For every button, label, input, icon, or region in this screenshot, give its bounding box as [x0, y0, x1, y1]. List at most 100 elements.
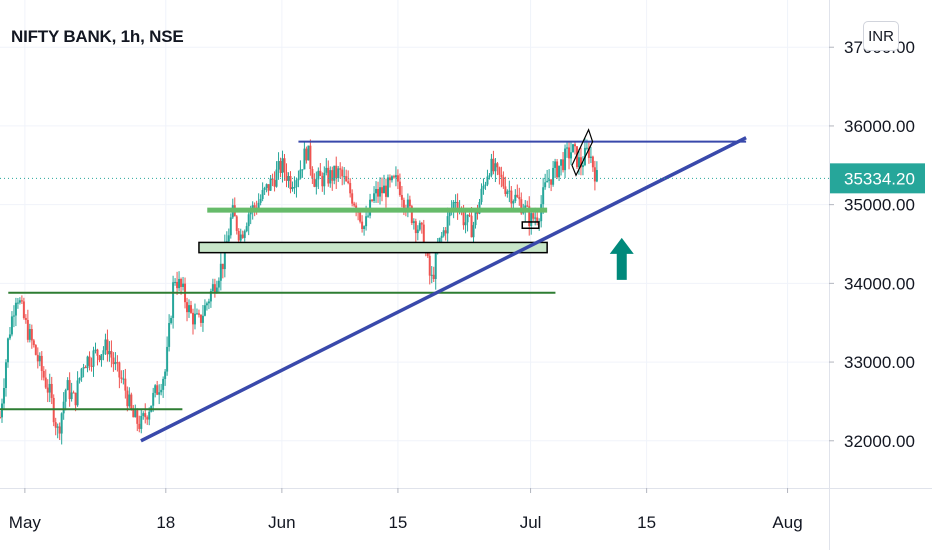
candle-body: [333, 166, 335, 181]
candle-body: [548, 179, 550, 181]
candle-body: [303, 149, 305, 170]
candle-body: [71, 392, 73, 399]
candle-body: [100, 354, 102, 360]
candle-body: [393, 176, 395, 177]
candle-body: [15, 303, 17, 316]
candle-body: [214, 284, 216, 292]
candle-body: [264, 188, 266, 190]
candle-body: [47, 388, 49, 393]
x-tick-label: Aug: [772, 513, 802, 532]
candle-body: [176, 282, 178, 288]
candle-body: [37, 355, 39, 361]
candle-body: [562, 159, 564, 170]
candle-body: [1, 404, 3, 418]
candle-body: [413, 221, 415, 223]
candle-body: [120, 377, 122, 378]
candle-body: [475, 212, 477, 225]
candle-body: [104, 339, 106, 350]
candle-body: [514, 195, 516, 201]
candle-body: [95, 350, 97, 351]
candle-body: [7, 338, 9, 362]
candle-body: [43, 371, 45, 378]
candle-body: [419, 223, 421, 230]
candle-body: [315, 179, 317, 187]
candle-body: [319, 171, 321, 176]
candle-body: [484, 185, 486, 186]
candle-body: [381, 187, 383, 193]
candle-body: [134, 410, 136, 417]
candle-body: [33, 340, 35, 345]
candle-body: [395, 175, 397, 177]
candle-body: [532, 213, 534, 219]
candle-body: [178, 279, 180, 288]
candle-body: [293, 187, 295, 188]
candle-body: [421, 223, 423, 225]
candle-body: [35, 345, 37, 355]
candle-body: [75, 393, 77, 405]
candle-body: [91, 366, 93, 367]
candle-body: [500, 175, 502, 177]
candle-body: [526, 205, 528, 206]
candle-body: [365, 216, 367, 226]
candle-body: [534, 218, 536, 219]
candle-body: [98, 356, 100, 360]
candle-body: [168, 323, 170, 347]
candle-body: [347, 181, 349, 183]
candle-body: [518, 197, 520, 199]
candle-body: [206, 303, 208, 305]
y-tick-label: 32000.00: [844, 432, 915, 451]
drawings: [0, 130, 829, 441]
candle-body: [19, 300, 21, 302]
candle-body: [152, 393, 154, 406]
candle-body: [337, 168, 339, 178]
candle-body: [204, 305, 206, 316]
candle-body: [510, 191, 512, 204]
candle-body: [441, 236, 443, 238]
candle-body: [341, 170, 343, 177]
candle-body: [274, 180, 276, 187]
candle-body: [83, 367, 85, 368]
candle-body: [329, 170, 331, 183]
candle-body: [73, 392, 75, 393]
rising-trendline: [141, 138, 746, 441]
candle-body: [108, 351, 110, 354]
candle-body: [445, 230, 447, 233]
candle-body: [3, 388, 5, 404]
candle-body: [560, 159, 562, 165]
candle-body: [488, 175, 490, 176]
candle-body: [196, 313, 198, 314]
candle-body: [335, 166, 337, 178]
candle-body: [289, 176, 291, 189]
candle-body: [106, 339, 108, 354]
candle-body: [63, 402, 65, 414]
candle-body: [158, 392, 160, 394]
candle-body: [311, 169, 313, 179]
candle-body: [220, 264, 222, 281]
candle-body: [164, 372, 166, 379]
candle-body: [218, 281, 220, 288]
candle-body: [379, 187, 381, 196]
candle-body: [27, 320, 29, 340]
candle-body: [339, 168, 341, 169]
candle-body: [138, 424, 140, 429]
candle-body: [180, 279, 182, 287]
candle-body: [389, 177, 391, 180]
x-tick-label: Jun: [268, 513, 295, 532]
candle-body: [387, 177, 389, 196]
candle-body: [238, 231, 240, 241]
currency-button[interactable]: INR: [863, 21, 899, 51]
candle-body: [305, 149, 307, 161]
candle-body: [244, 231, 246, 238]
candle-body: [291, 187, 293, 189]
candle-body: [465, 222, 467, 225]
candle-body: [331, 170, 333, 181]
candle-body: [325, 168, 327, 173]
candle-body: [377, 189, 379, 197]
candle-body: [162, 379, 164, 390]
candle-body: [116, 362, 118, 363]
candle-body: [118, 362, 120, 377]
candle-body: [498, 167, 500, 174]
candle-body: [230, 217, 232, 235]
